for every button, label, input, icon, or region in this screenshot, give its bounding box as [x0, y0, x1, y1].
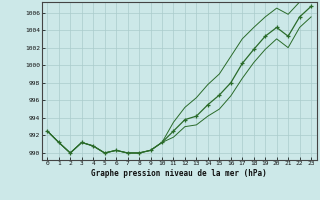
X-axis label: Graphe pression niveau de la mer (hPa): Graphe pression niveau de la mer (hPa) — [91, 169, 267, 178]
